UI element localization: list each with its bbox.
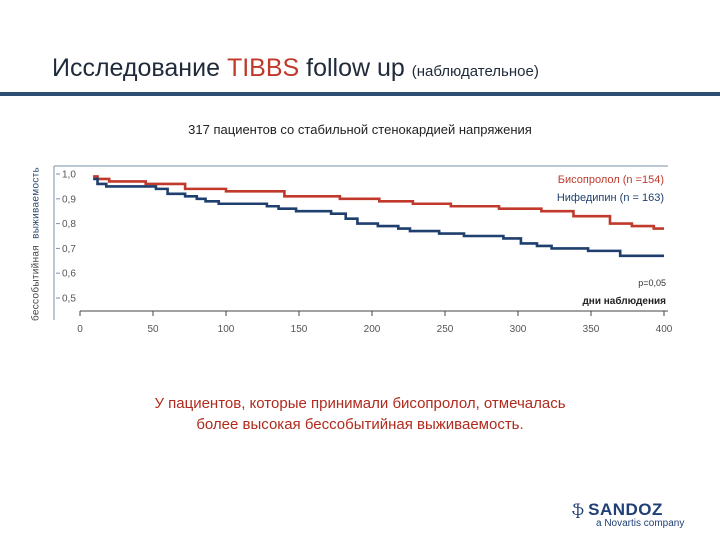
series-line-bisoprolol (93, 175, 664, 230)
sandoz-logo-tagline: a Novartis company (596, 518, 685, 529)
legend-bisoprolol: Бисопролол (n =154) (558, 174, 664, 186)
y-tick-label: 0,9 (62, 194, 76, 205)
conclusion-text: У пациентов, которые принимали бисопроло… (110, 393, 610, 435)
y-tick-label: 0,8 (62, 219, 76, 230)
chart-subtitle: 317 пациентов со стабильной стенокардией… (188, 122, 532, 137)
legend-nifedipine: Нифедипин (n = 163) (557, 192, 664, 204)
x-tick-label: 50 (147, 324, 159, 335)
x-tick-label: 0 (77, 324, 83, 335)
slide-title: Исследование TIBBS follow up (наблюдател… (52, 54, 539, 83)
title-note: (наблюдательное) (411, 63, 539, 80)
x-axis-label: дни наблюдения (582, 295, 666, 307)
x-tick-label: 400 (656, 324, 673, 335)
series-line-nifedipine (93, 177, 664, 258)
x-tick-label: 100 (218, 324, 235, 335)
title-suffix: follow up (306, 54, 405, 82)
x-tick-label: 300 (510, 324, 527, 335)
y-tick-label: 1,0 (62, 170, 76, 181)
p-value: p=0,05 (638, 278, 666, 288)
sandoz-logo: ֆ SANDOZ a Novartis company (572, 500, 690, 529)
y-tick-label: 0,7 (62, 244, 76, 255)
y-tick-label: 0,5 (62, 294, 76, 305)
title-prefix: Исследование (52, 54, 220, 82)
x-tick-label: 150 (291, 324, 308, 335)
conclusion-line-1: У пациентов, которые принимали бисопроло… (154, 395, 566, 412)
sandoz-logo-name: SANDOZ (588, 500, 663, 519)
x-tick-label: 350 (583, 324, 600, 335)
title-study-name: TIBBS (226, 54, 300, 82)
x-tick-label: 200 (364, 324, 381, 335)
conclusion-line-2: более высокая бессобытийная выживаемость… (196, 416, 524, 433)
header-divider (0, 92, 720, 96)
y-tick-label: 0,6 (62, 269, 76, 280)
sandoz-logo-icon: ֆ (572, 501, 585, 519)
x-tick-label: 250 (437, 324, 454, 335)
